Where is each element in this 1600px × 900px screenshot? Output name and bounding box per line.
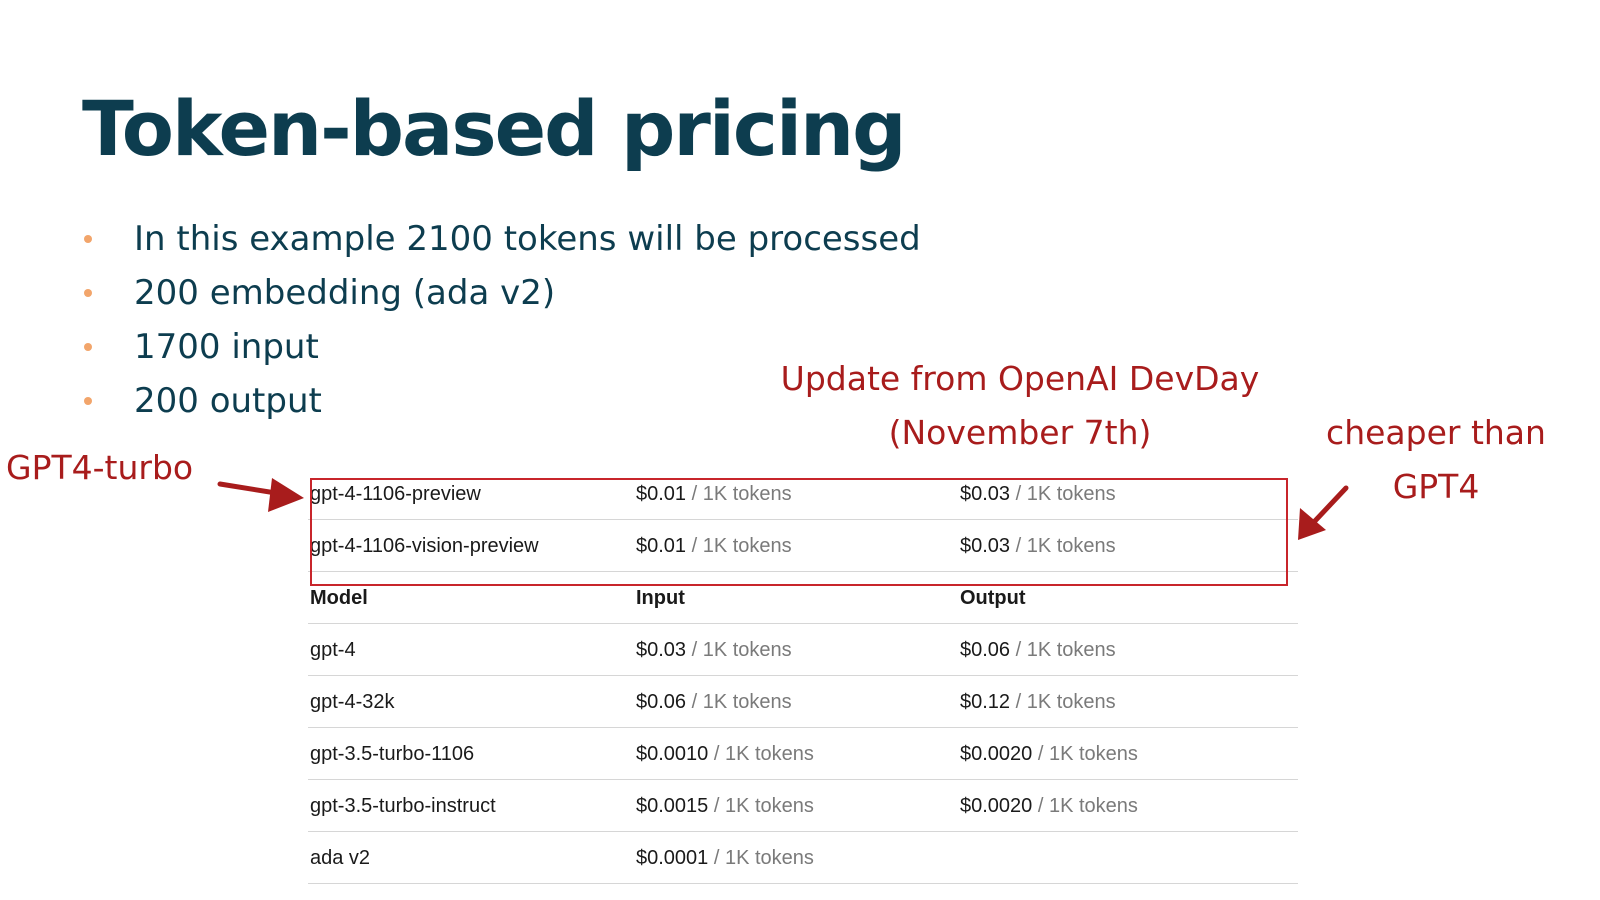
price-unit: / 1K tokens [1010,691,1116,713]
model-cell: gpt-4-32k [310,676,395,728]
price-unit: / 1K tokens [686,535,792,557]
bullet-item: 200 embedding (ada v2) [84,266,921,320]
table-row: gpt-3.5-turbo-1106 $0.0010 / 1K tokens $… [308,728,1298,780]
input-price-cell: $0.01 / 1K tokens [636,468,792,520]
model-cell: gpt-3.5-turbo-instruct [310,780,496,832]
input-price-cell: $0.01 / 1K tokens [636,520,792,572]
input-price-cell: $0.0015 / 1K tokens [636,780,814,832]
arrow-right-icon [220,478,304,512]
column-header-output: Output [960,572,1026,624]
price-unit: / 1K tokens [686,691,792,713]
price-value: $0.01 [636,535,686,557]
output-price-cell: $0.03 / 1K tokens [960,468,1116,520]
output-price-cell: $0.03 / 1K tokens [960,520,1116,572]
price-unit: / 1K tokens [1010,535,1116,557]
price-value: $0.01 [636,483,686,505]
column-header-input: Input [636,572,685,624]
price-unit: / 1K tokens [708,795,814,817]
gpt4-turbo-annotation: GPT4-turbo [6,446,193,490]
price-unit: / 1K tokens [1032,795,1138,817]
pricing-table: gpt-4-1106-preview $0.01 / 1K tokens $0.… [308,468,1298,884]
devday-update-annotation: Update from OpenAI DevDay (November 7th) [760,352,1280,460]
price-value: $0.0015 [636,795,708,817]
bullet-dot-icon [84,343,92,351]
table-header-row: Model Input Output [308,572,1298,624]
price-unit: / 1K tokens [708,847,814,869]
bullet-text: In this example 2100 tokens will be proc… [134,219,921,259]
input-price-cell: $0.0010 / 1K tokens [636,728,814,780]
price-value: $0.03 [636,639,686,661]
price-value: $0.06 [636,691,686,713]
model-cell: gpt-4-1106-vision-preview [310,520,539,572]
output-price-cell: $0.0020 / 1K tokens [960,780,1138,832]
bullet-text: 1700 input [134,327,319,367]
price-unit: / 1K tokens [1010,639,1116,661]
model-cell: gpt-4 [310,624,356,676]
output-price-cell: $0.0020 / 1K tokens [960,728,1138,780]
price-value: $0.0001 [636,847,708,869]
bullet-text: 200 output [134,381,322,421]
table-row: gpt-4-1106-preview $0.01 / 1K tokens $0.… [308,468,1298,520]
bullet-dot-icon [84,235,92,243]
table-row: gpt-4 $0.03 / 1K tokens $0.06 / 1K token… [308,624,1298,676]
bullet-item: In this example 2100 tokens will be proc… [84,212,921,266]
table-row: gpt-3.5-turbo-instruct $0.0015 / 1K toke… [308,780,1298,832]
annotation-line: (November 7th) [760,406,1280,460]
cheaper-annotation: cheaper than GPT4 [1304,406,1568,514]
input-price-cell: $0.03 / 1K tokens [636,624,792,676]
table-row: gpt-4-32k $0.06 / 1K tokens $0.12 / 1K t… [308,676,1298,728]
column-header-model: Model [310,572,368,624]
bullet-dot-icon [84,289,92,297]
output-price-cell: $0.12 / 1K tokens [960,676,1116,728]
price-unit: / 1K tokens [1010,483,1116,505]
price-value: $0.03 [960,535,1010,557]
page-title: Token-based pricing [82,84,905,173]
price-value: $0.0020 [960,795,1032,817]
input-price-cell: $0.06 / 1K tokens [636,676,792,728]
annotation-line: cheaper than [1304,406,1568,460]
price-value: $0.0020 [960,743,1032,765]
annotation-line: Update from OpenAI DevDay [760,352,1280,406]
output-price-cell: $0.06 / 1K tokens [960,624,1116,676]
price-unit: / 1K tokens [708,743,814,765]
price-unit: / 1K tokens [686,639,792,661]
price-value: $0.0010 [636,743,708,765]
price-value: $0.06 [960,639,1010,661]
price-unit: / 1K tokens [686,483,792,505]
model-cell: gpt-4-1106-preview [310,468,481,520]
bullet-dot-icon [84,397,92,405]
price-unit: / 1K tokens [1032,743,1138,765]
price-value: $0.12 [960,691,1010,713]
table-row: ada v2 $0.0001 / 1K tokens [308,832,1298,884]
annotation-line: GPT4 [1304,460,1568,514]
bullet-text: 200 embedding (ada v2) [134,273,555,313]
table-row: gpt-4-1106-vision-preview $0.01 / 1K tok… [308,520,1298,572]
model-cell: gpt-3.5-turbo-1106 [310,728,474,780]
input-price-cell: $0.0001 / 1K tokens [636,832,814,884]
model-cell: ada v2 [310,832,370,884]
price-value: $0.03 [960,483,1010,505]
